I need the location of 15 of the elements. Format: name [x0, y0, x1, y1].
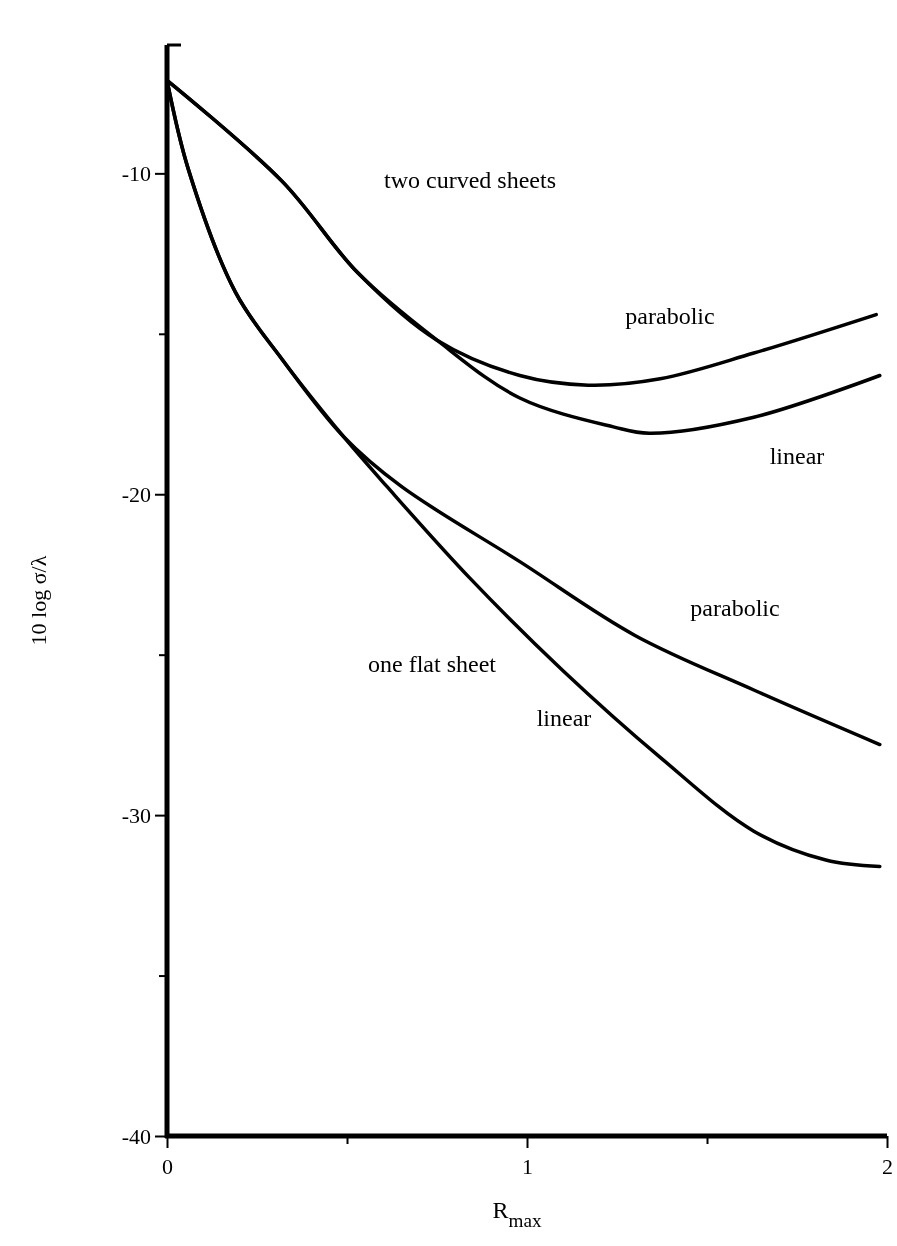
- annotation: parabolic: [625, 302, 715, 329]
- annotation: linear: [769, 442, 825, 469]
- y-tick-label: -30: [121, 802, 151, 828]
- annotation: two curved sheets: [384, 166, 556, 193]
- y-tick-label: -10: [121, 160, 151, 186]
- annotation: linear: [536, 704, 592, 731]
- x-tick-label: 2: [882, 1153, 893, 1179]
- y-axis-title: 10 log σ/λ: [26, 555, 51, 646]
- x-tick-label: 1: [522, 1153, 533, 1179]
- annotation: parabolic: [690, 594, 780, 621]
- y-tick-label: -20: [121, 481, 151, 507]
- y-tick-label: -40: [121, 1123, 151, 1149]
- x-axis-title: R$_{max}$: [492, 1197, 542, 1231]
- x-tick-label: 0: [162, 1153, 173, 1179]
- annotation: one flat sheet: [368, 650, 497, 677]
